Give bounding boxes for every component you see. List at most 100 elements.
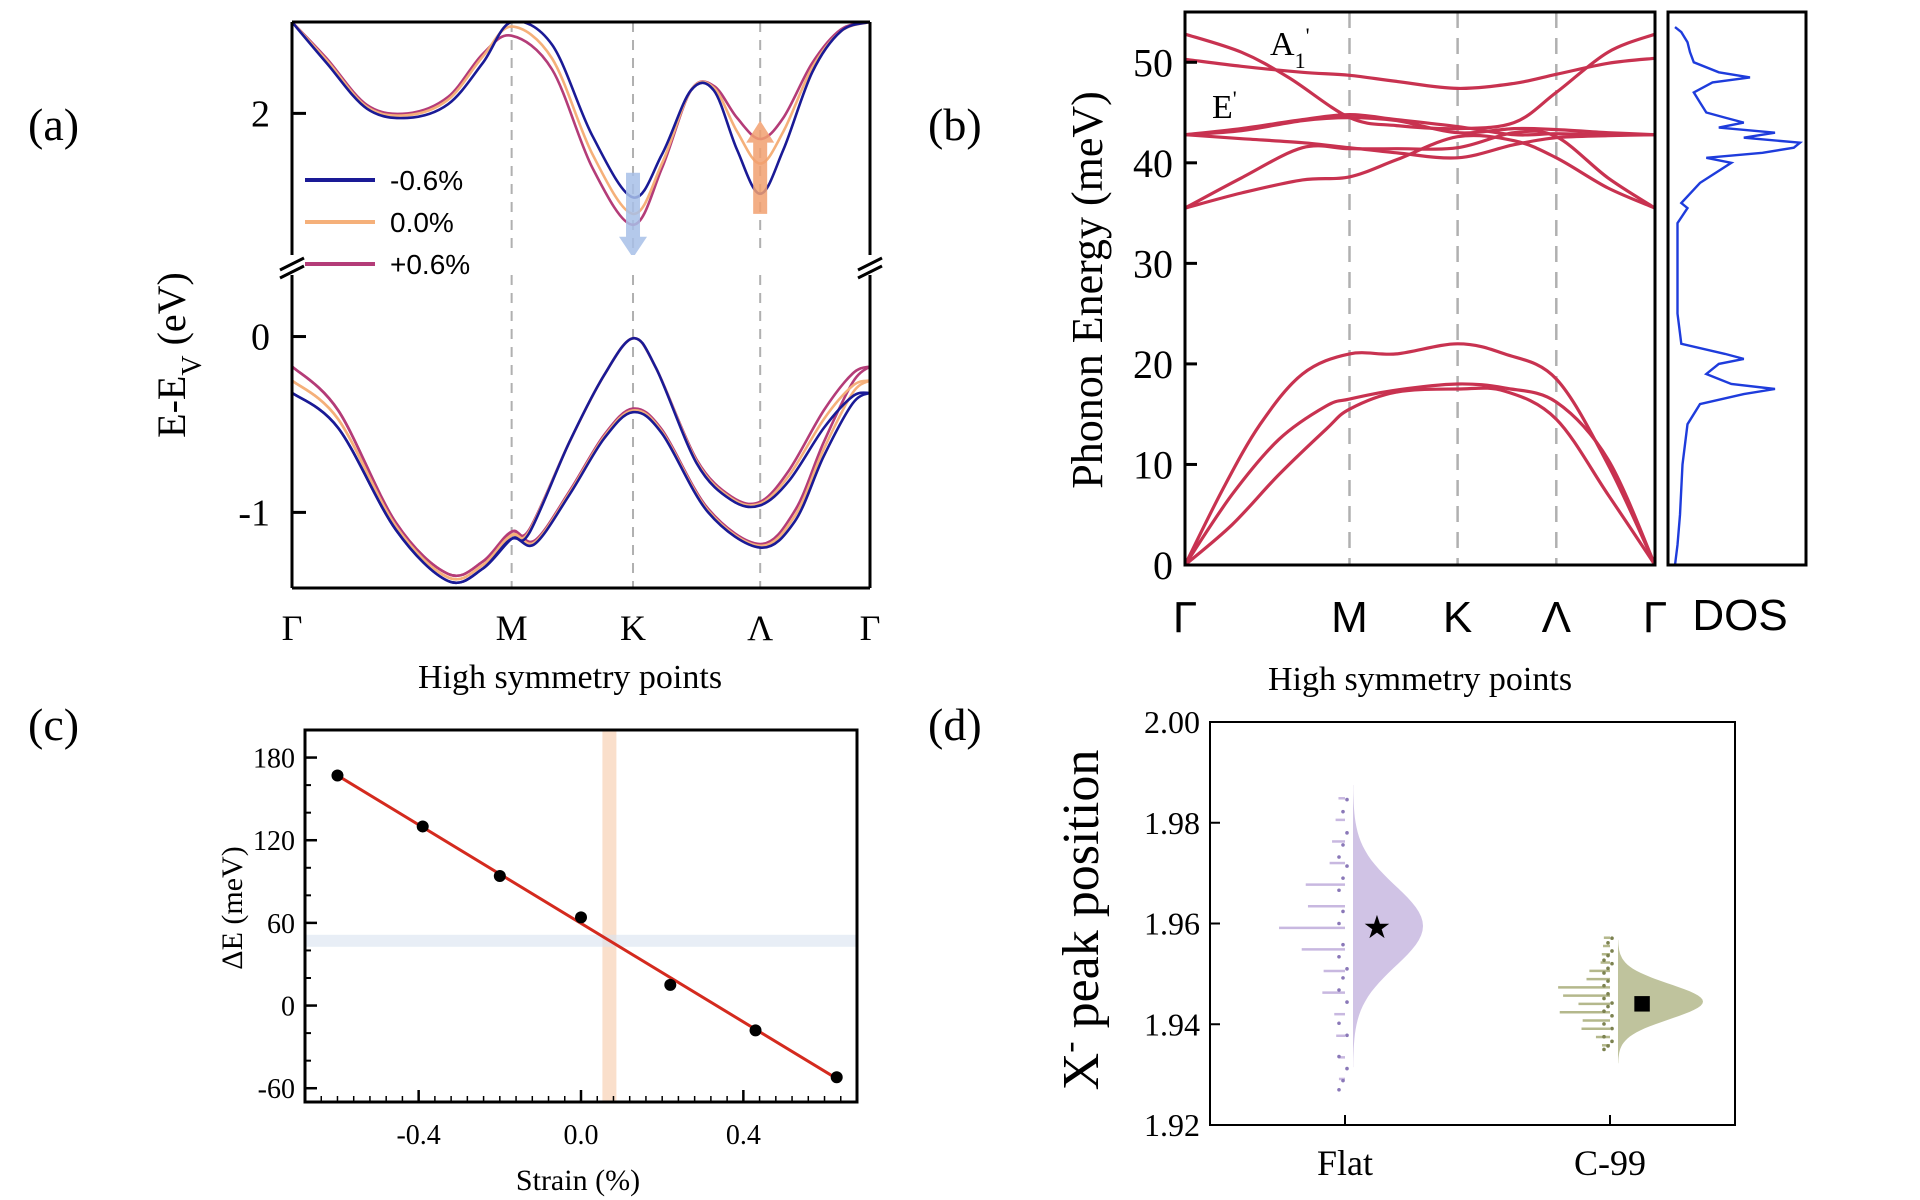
data-point	[1337, 1087, 1341, 1092]
conduction-band-+0.6%	[292, 22, 870, 227]
data-point	[1345, 864, 1349, 868]
x-tick-label: Flat	[1317, 1143, 1373, 1183]
data-point	[1610, 936, 1614, 941]
panel-label-b: (b)	[928, 99, 982, 150]
data-point	[1337, 888, 1341, 893]
data-point	[1602, 1022, 1606, 1026]
data-point	[1341, 942, 1345, 947]
x-tick-label: Γ	[1173, 593, 1197, 642]
x-axis-label: High symmetry points	[1268, 661, 1572, 698]
y-tick-label: 10	[1133, 442, 1173, 487]
arrow-down	[619, 172, 648, 255]
scatter-plot-area	[305, 730, 857, 1102]
y-tick-label: 0	[281, 992, 295, 1023]
data-point	[1345, 1066, 1349, 1071]
y-tick-label: 2	[251, 93, 270, 135]
data-point	[1606, 966, 1610, 971]
violin-C-99: ■	[1558, 936, 1703, 1064]
phonon-branch-O2	[1184, 129, 1656, 210]
arrow-head	[619, 236, 648, 255]
data-point	[1606, 1004, 1610, 1009]
data-point	[1602, 1047, 1606, 1052]
data-point	[1337, 1054, 1341, 1059]
data-point	[664, 978, 677, 991]
mode-label-e: E'	[1212, 86, 1237, 127]
x-tick-label: Λ	[747, 608, 773, 648]
violin-density	[1353, 785, 1423, 1068]
panel-label-a: (a)	[28, 99, 79, 150]
panel-label-c: (c)	[28, 699, 79, 750]
y-axis-label: Phonon Energy (meV)	[1063, 91, 1112, 489]
legend: -0.6% 0.0% +0.6%	[305, 165, 470, 280]
phonon-branch-O1	[1184, 133, 1656, 210]
arrow-head	[746, 120, 775, 143]
y-tick-label: 20	[1133, 342, 1173, 387]
data-point	[1606, 941, 1610, 945]
x-tick-label: M	[496, 608, 528, 648]
data-point	[749, 1024, 762, 1037]
data-point	[1341, 909, 1345, 914]
arrow-shaft	[753, 138, 768, 214]
y-tick-label: 40	[1133, 141, 1173, 186]
data-point	[1602, 1009, 1606, 1014]
dispersion-frame	[1183, 10, 1657, 567]
data-point	[1341, 876, 1345, 880]
legend-label: +0.6%	[390, 249, 470, 280]
phonon-branch-E'	[1184, 56, 1656, 91]
y-axis-label: ΔE (meV)	[216, 846, 249, 969]
axis-break-marks	[279, 256, 883, 280]
violin-density	[1618, 939, 1703, 1064]
y-tick-label: 120	[253, 826, 295, 857]
phonon-branch-O3	[1184, 133, 1656, 160]
y-tick-label: -60	[258, 1074, 295, 1105]
data-point	[1345, 1000, 1349, 1004]
phonon-branch-O5	[1184, 112, 1656, 137]
y-axis-label: X- peak position	[1051, 750, 1111, 1091]
dos-plot-area	[1673, 26, 1804, 566]
dispersion-plot-area	[1183, 12, 1657, 567]
data-point	[1337, 1021, 1341, 1026]
valence-band-1-+0.6%	[292, 336, 870, 578]
data-point	[1610, 949, 1614, 953]
y-tick-label: 1.98	[1144, 805, 1200, 841]
data-point	[1345, 797, 1349, 802]
data-point	[1341, 976, 1345, 980]
legend-label: 0.0%	[390, 207, 454, 238]
y-tick-label: 1.96	[1144, 906, 1200, 942]
y-tick-label: 30	[1133, 241, 1173, 286]
highlight-horizontal	[305, 934, 857, 947]
x-tick-label: Λ	[1542, 593, 1572, 642]
plot-frame	[1209, 721, 1736, 1126]
data-point	[1345, 831, 1349, 835]
data-point	[1341, 843, 1345, 847]
x-tick-label: 0.4	[726, 1120, 761, 1151]
data-point	[830, 1071, 843, 1084]
data-point	[1610, 961, 1614, 966]
data-point	[1341, 809, 1345, 814]
x-tick-label: 0.0	[564, 1120, 599, 1151]
data-point	[1606, 979, 1610, 983]
phonon-branch-LA	[1183, 342, 1657, 566]
data-point	[1345, 1033, 1349, 1038]
plot-frame	[290, 20, 872, 590]
y-axis-label: E-EV (eV)	[149, 272, 208, 438]
valence-band-2--0.6%	[292, 391, 870, 585]
data-point	[1610, 1039, 1614, 1044]
y-tick-label: 50	[1133, 40, 1173, 85]
data-point	[1610, 1001, 1614, 1005]
y-tick-label: 0	[1153, 543, 1173, 588]
mode-label-a1: A1'	[1270, 23, 1310, 73]
lower-plot-area	[292, 275, 870, 588]
phonon-branch-TA	[1183, 382, 1657, 566]
data-point	[1602, 958, 1606, 963]
data-point	[331, 769, 344, 782]
x-axis-label: Strain (%)	[516, 1164, 640, 1197]
data-point	[1602, 1034, 1606, 1039]
x-tick-label: Γ	[860, 608, 881, 648]
y-tick-label: 0	[251, 317, 270, 359]
panel-d: (d) X- peak position ★■ 1.921.941.961.98…	[928, 699, 1736, 1183]
data-point	[1606, 953, 1610, 958]
data-point	[1345, 967, 1349, 971]
phonon-branch-A1'	[1184, 32, 1656, 131]
